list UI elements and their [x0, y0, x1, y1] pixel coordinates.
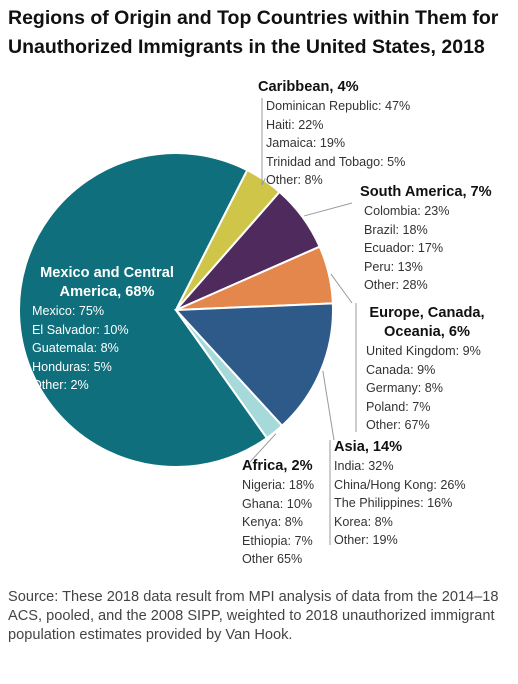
country-brazil: Brazil: 18%: [364, 222, 428, 237]
country-honduras: Honduras: 5%: [32, 359, 112, 374]
country-peru: Peru: 13%: [364, 259, 423, 274]
country-other-europe: Other: 67%: [366, 418, 430, 433]
country-poland: Poland: 7%: [366, 399, 431, 414]
country-canada: Canada: 9%: [366, 362, 436, 377]
region-label-south-america: South America, 7%: [360, 184, 492, 200]
country-el-salvador: El Salvador: 10%: [32, 322, 129, 337]
country-other-mexico-region: Other: 2%: [32, 378, 89, 393]
country-ghana: Ghana: 10%: [242, 496, 313, 511]
country-trinidad-tobago: Trinidad and Tobago: 5%: [266, 154, 406, 169]
country-india: India: 32%: [334, 459, 394, 473]
leader-line-caribbean: [261, 178, 266, 186]
source-note: Source: These 2018 data result from MPI …: [8, 589, 499, 643]
label-group-africa: Africa, 2% Nigeria: 18% Ghana: 10% Kenya…: [242, 457, 314, 569]
leader-line-asia: [322, 370, 335, 441]
country-mexico: Mexico: 75%: [32, 304, 105, 318]
label-group-caribbean: Caribbean, 4% Dominican Republic: 47% Ha…: [258, 78, 410, 190]
label-group-europe-canada-oceania: Europe, Canada, Oceania, 6% United Kingd…: [360, 304, 494, 435]
pie-slice-asia: [173, 302, 334, 428]
leader-line-africa: [249, 433, 277, 463]
country-colombia: Colombia: 23%: [364, 204, 450, 218]
pie-slice-mexico-central-america: [18, 152, 269, 468]
country-ecuador: Ecuador: 17%: [364, 241, 444, 256]
country-korea: Korea: 8%: [334, 514, 393, 529]
country-guatemala: Guatemala: 8%: [32, 341, 119, 356]
label-group-south-america: South America, 7% Colombia: 23% Brazil: …: [360, 183, 492, 295]
country-philippines: The Philippines: 16%: [334, 496, 453, 511]
label-group-asia: Asia, 14% India: 32% China/Hong Kong: 26…: [334, 438, 466, 550]
country-other-caribbean: Other: 8%: [266, 173, 323, 188]
pie-slice-africa: [175, 309, 284, 440]
country-jamaica: Jamaica: 19%: [266, 136, 346, 151]
country-haiti: Haiti: 22%: [266, 117, 324, 132]
leader-line-south-america: [304, 202, 353, 217]
country-germany: Germany: 8%: [366, 381, 443, 396]
country-other-south-america: Other: 28%: [364, 278, 428, 293]
country-united-kingdom: United Kingdom: 9%: [366, 344, 481, 358]
country-ethiopia: Ethiopia: 7%: [242, 533, 313, 548]
country-dominican-republic: Dominican Republic: 47%: [266, 99, 411, 113]
country-china-hong-kong: China/Hong Kong: 26%: [334, 477, 466, 492]
region-label-mexico-central-america: Mexico and Central America, 68%: [40, 265, 174, 300]
leader-line-europe-canada-oceania: [330, 273, 353, 304]
chart-title: Regions of Origin and Top Countries with…: [8, 7, 499, 58]
region-label-caribbean: Caribbean, 4%: [258, 79, 359, 95]
region-label-europe-canada-oceania: Europe, Canada, Oceania, 6%: [369, 305, 485, 340]
country-other-asia: Other: 19%: [334, 533, 398, 548]
country-kenya: Kenya: 8%: [242, 515, 303, 530]
country-nigeria: Nigeria: 18%: [242, 478, 315, 492]
region-label-africa: Africa, 2%: [242, 458, 313, 474]
region-label-asia: Asia, 14%: [334, 439, 403, 455]
label-group-mexico-central-america: Mexico and Central America, 68% Mexico: …: [18, 264, 196, 395]
country-other-africa: Other 65%: [242, 552, 303, 567]
